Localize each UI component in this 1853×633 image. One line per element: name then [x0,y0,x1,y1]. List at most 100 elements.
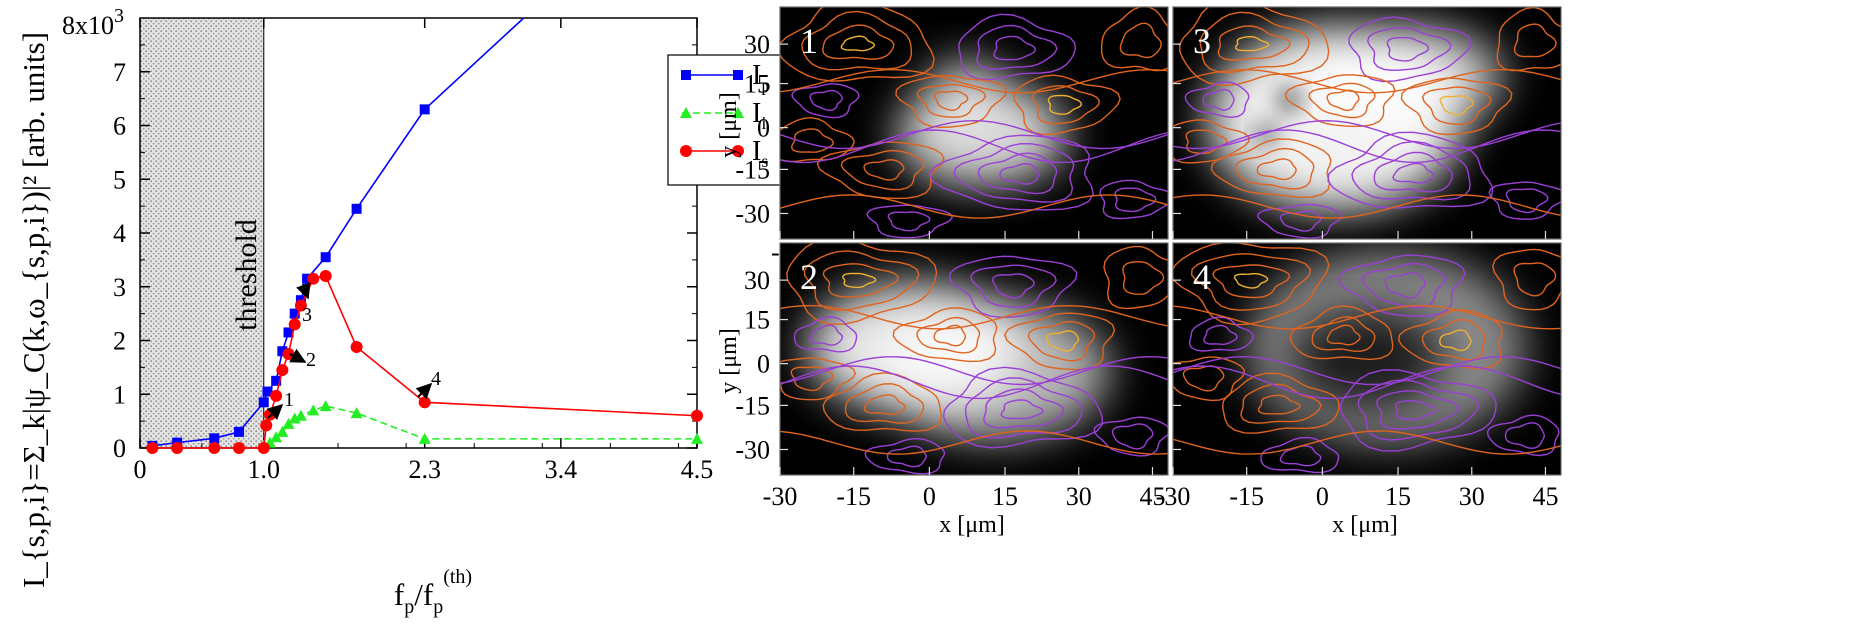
panel-y-axis-label: y [μm] [716,328,742,394]
contour-line [1279,210,1322,232]
contour-line [1027,320,1096,362]
legend-item-i: Ii [680,98,766,133]
contour-line [1496,7,1561,72]
data-point-i [282,417,295,429]
annotation-arrow [296,282,311,300]
contour-line [863,394,906,416]
contour-line [942,366,1103,449]
panel-x-axis-label: x [μm] [939,512,1005,538]
annotations: 12 3 4 [266,282,441,421]
data-point-s [146,442,159,454]
data-point-s [307,272,320,285]
annotation-3: 3 [296,282,312,326]
contour-line [1184,81,1250,119]
data-point-p [419,104,430,115]
contour-line [780,68,1168,94]
y-tick-label: 2 [113,327,126,356]
contour-line [976,24,1058,70]
panel-y-tick-label: -30 [735,435,770,464]
stray-tick-label: -3 [771,238,793,267]
data-point-i [270,431,283,443]
data-point-p [302,273,313,284]
y-tick-label: 5 [113,165,126,194]
contour-line [1486,414,1560,457]
contour-overlay [780,7,1168,239]
threshold-region [139,17,265,449]
contour-line [958,13,1077,81]
contour-line [780,430,1168,455]
contour-line [780,357,857,401]
contour-line [1257,394,1301,415]
panel-frame [1172,6,1562,240]
contour-overlay [780,243,1168,475]
panel-y-tick-label: 30 [744,30,770,59]
contour-line [999,162,1040,185]
data-point-s [350,340,363,353]
data-point-p [262,386,273,397]
contour-line [993,35,1037,61]
contour-line [1111,423,1154,450]
field-panel-3: 3 [1172,6,1562,240]
data-point-p [234,426,245,437]
data-point-s [276,364,289,377]
x-tick-label: 3.4 [545,455,578,484]
contour-line [790,366,834,392]
data-point-p [283,327,294,338]
contour-line [780,355,1168,386]
panel-y-tick-label: -30 [735,199,770,228]
data-point-i [319,400,332,412]
legend-marker [732,107,744,118]
panel-x-tick-label: -30 [763,482,798,511]
contour-line [1351,140,1471,201]
panel-number: 2 [800,257,818,297]
y-tick-label: 7 [113,58,126,87]
contour-line [1386,37,1430,62]
panel-y-tick-label: 30 [744,266,770,295]
contour-line [1394,400,1438,421]
legend-item-p: Ip [681,60,770,95]
annotation-label: 2 [306,349,316,371]
contour-line [916,316,981,354]
contour-line [1400,77,1513,136]
panel-x-tick-label: 30 [1459,482,1485,511]
panel-number: 1 [800,21,818,61]
panel-frame [779,6,1169,240]
contour-line [803,250,920,312]
contour-line [1375,390,1460,430]
contour-line [1185,129,1228,155]
field-panel-2: 2 [779,242,1169,476]
contour-line [1103,245,1168,310]
contour-line [780,194,1168,219]
data-point-s [270,389,283,402]
data-point-i [294,409,307,421]
contour-line [1032,85,1101,125]
contour-line [1392,162,1435,184]
panel-x-axis-label: x [μm] [1332,512,1398,538]
contour-line [1513,23,1557,58]
y-tick-label: 6 [113,112,126,141]
contour-line [977,152,1058,195]
contour-overlay [1173,7,1561,239]
field-panel-4: 4 [1172,242,1562,476]
y-tick-label: 1 [113,380,126,409]
annotation-arrow [415,382,433,400]
contour-line [1311,316,1376,352]
legend-label: Is [752,136,768,171]
panel-x-tick-label: 30 [1066,482,1092,511]
contour-line [991,273,1035,299]
legend-marker [680,145,692,157]
contour-line [953,142,1075,203]
data-point-s [294,299,307,312]
annotation-arrow [266,403,284,421]
contour-line [1240,383,1322,424]
contour-line [1327,131,1494,209]
panel-frame [1172,242,1562,476]
x-axis-label: fp/fp(th) [394,566,472,618]
contour-line [866,204,954,239]
annotation-4: 4 [415,368,441,400]
data-point-p [258,397,269,408]
